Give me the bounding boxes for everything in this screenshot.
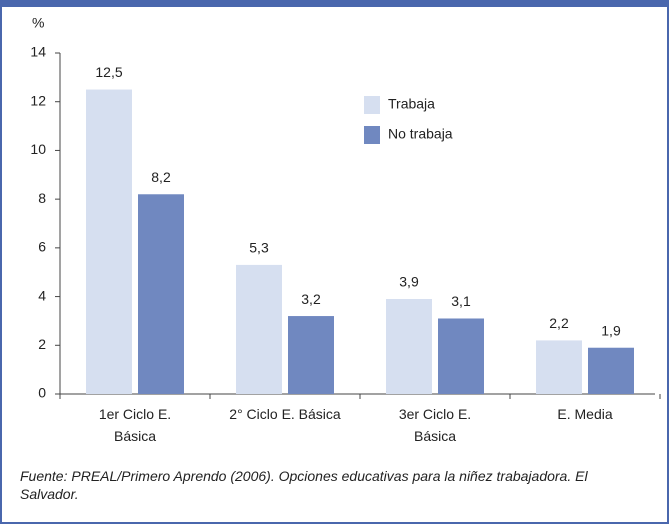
y-tick-label: 4 (38, 287, 46, 303)
y-tick-label: 12 (30, 92, 46, 108)
x-tick-label: 2° Ciclo E. Básica (229, 406, 341, 422)
y-tick-label: 8 (38, 190, 46, 206)
legend-swatch (364, 96, 380, 114)
y-tick-label: 14 (30, 44, 46, 60)
bar (438, 318, 484, 394)
data-label: 2,2 (549, 315, 569, 331)
bar (288, 316, 334, 394)
data-label: 3,9 (399, 274, 419, 290)
y-tick-label: 10 (30, 141, 46, 157)
y-axis-label: % (32, 15, 44, 31)
data-label: 3,1 (451, 293, 471, 309)
legend-swatch (364, 126, 380, 144)
legend-label: Trabaja (388, 96, 435, 112)
data-label: 1,9 (601, 322, 621, 338)
y-tick-label: 6 (38, 239, 46, 255)
x-tick-label: E. Media (557, 406, 613, 422)
legend-label: No trabaja (388, 126, 453, 142)
bar (236, 264, 282, 394)
x-tick-label: 1er Ciclo E. Básica (98, 406, 172, 444)
bar (86, 89, 132, 395)
bar (386, 299, 432, 394)
bar (588, 347, 634, 394)
y-tick-label: 0 (38, 385, 46, 401)
x-tick-label: 3er Ciclo E. Básica (398, 406, 472, 444)
data-label: 5,3 (249, 240, 269, 256)
source-note: Fuente: PREAL/Primero Aprendo (2006). Op… (20, 468, 588, 502)
data-label: 12,5 (95, 64, 122, 80)
data-label: 8,2 (151, 169, 171, 185)
data-label: 3,2 (301, 291, 321, 307)
y-tick-label: 2 (38, 336, 46, 352)
chart: % 0 2 4 6 8 10 12 14 12,5 8,2 5,3 3,2 3,9 3,1 2,2 1,9 Tr… (30, 15, 661, 401)
bar (138, 194, 184, 394)
bar (536, 340, 582, 394)
